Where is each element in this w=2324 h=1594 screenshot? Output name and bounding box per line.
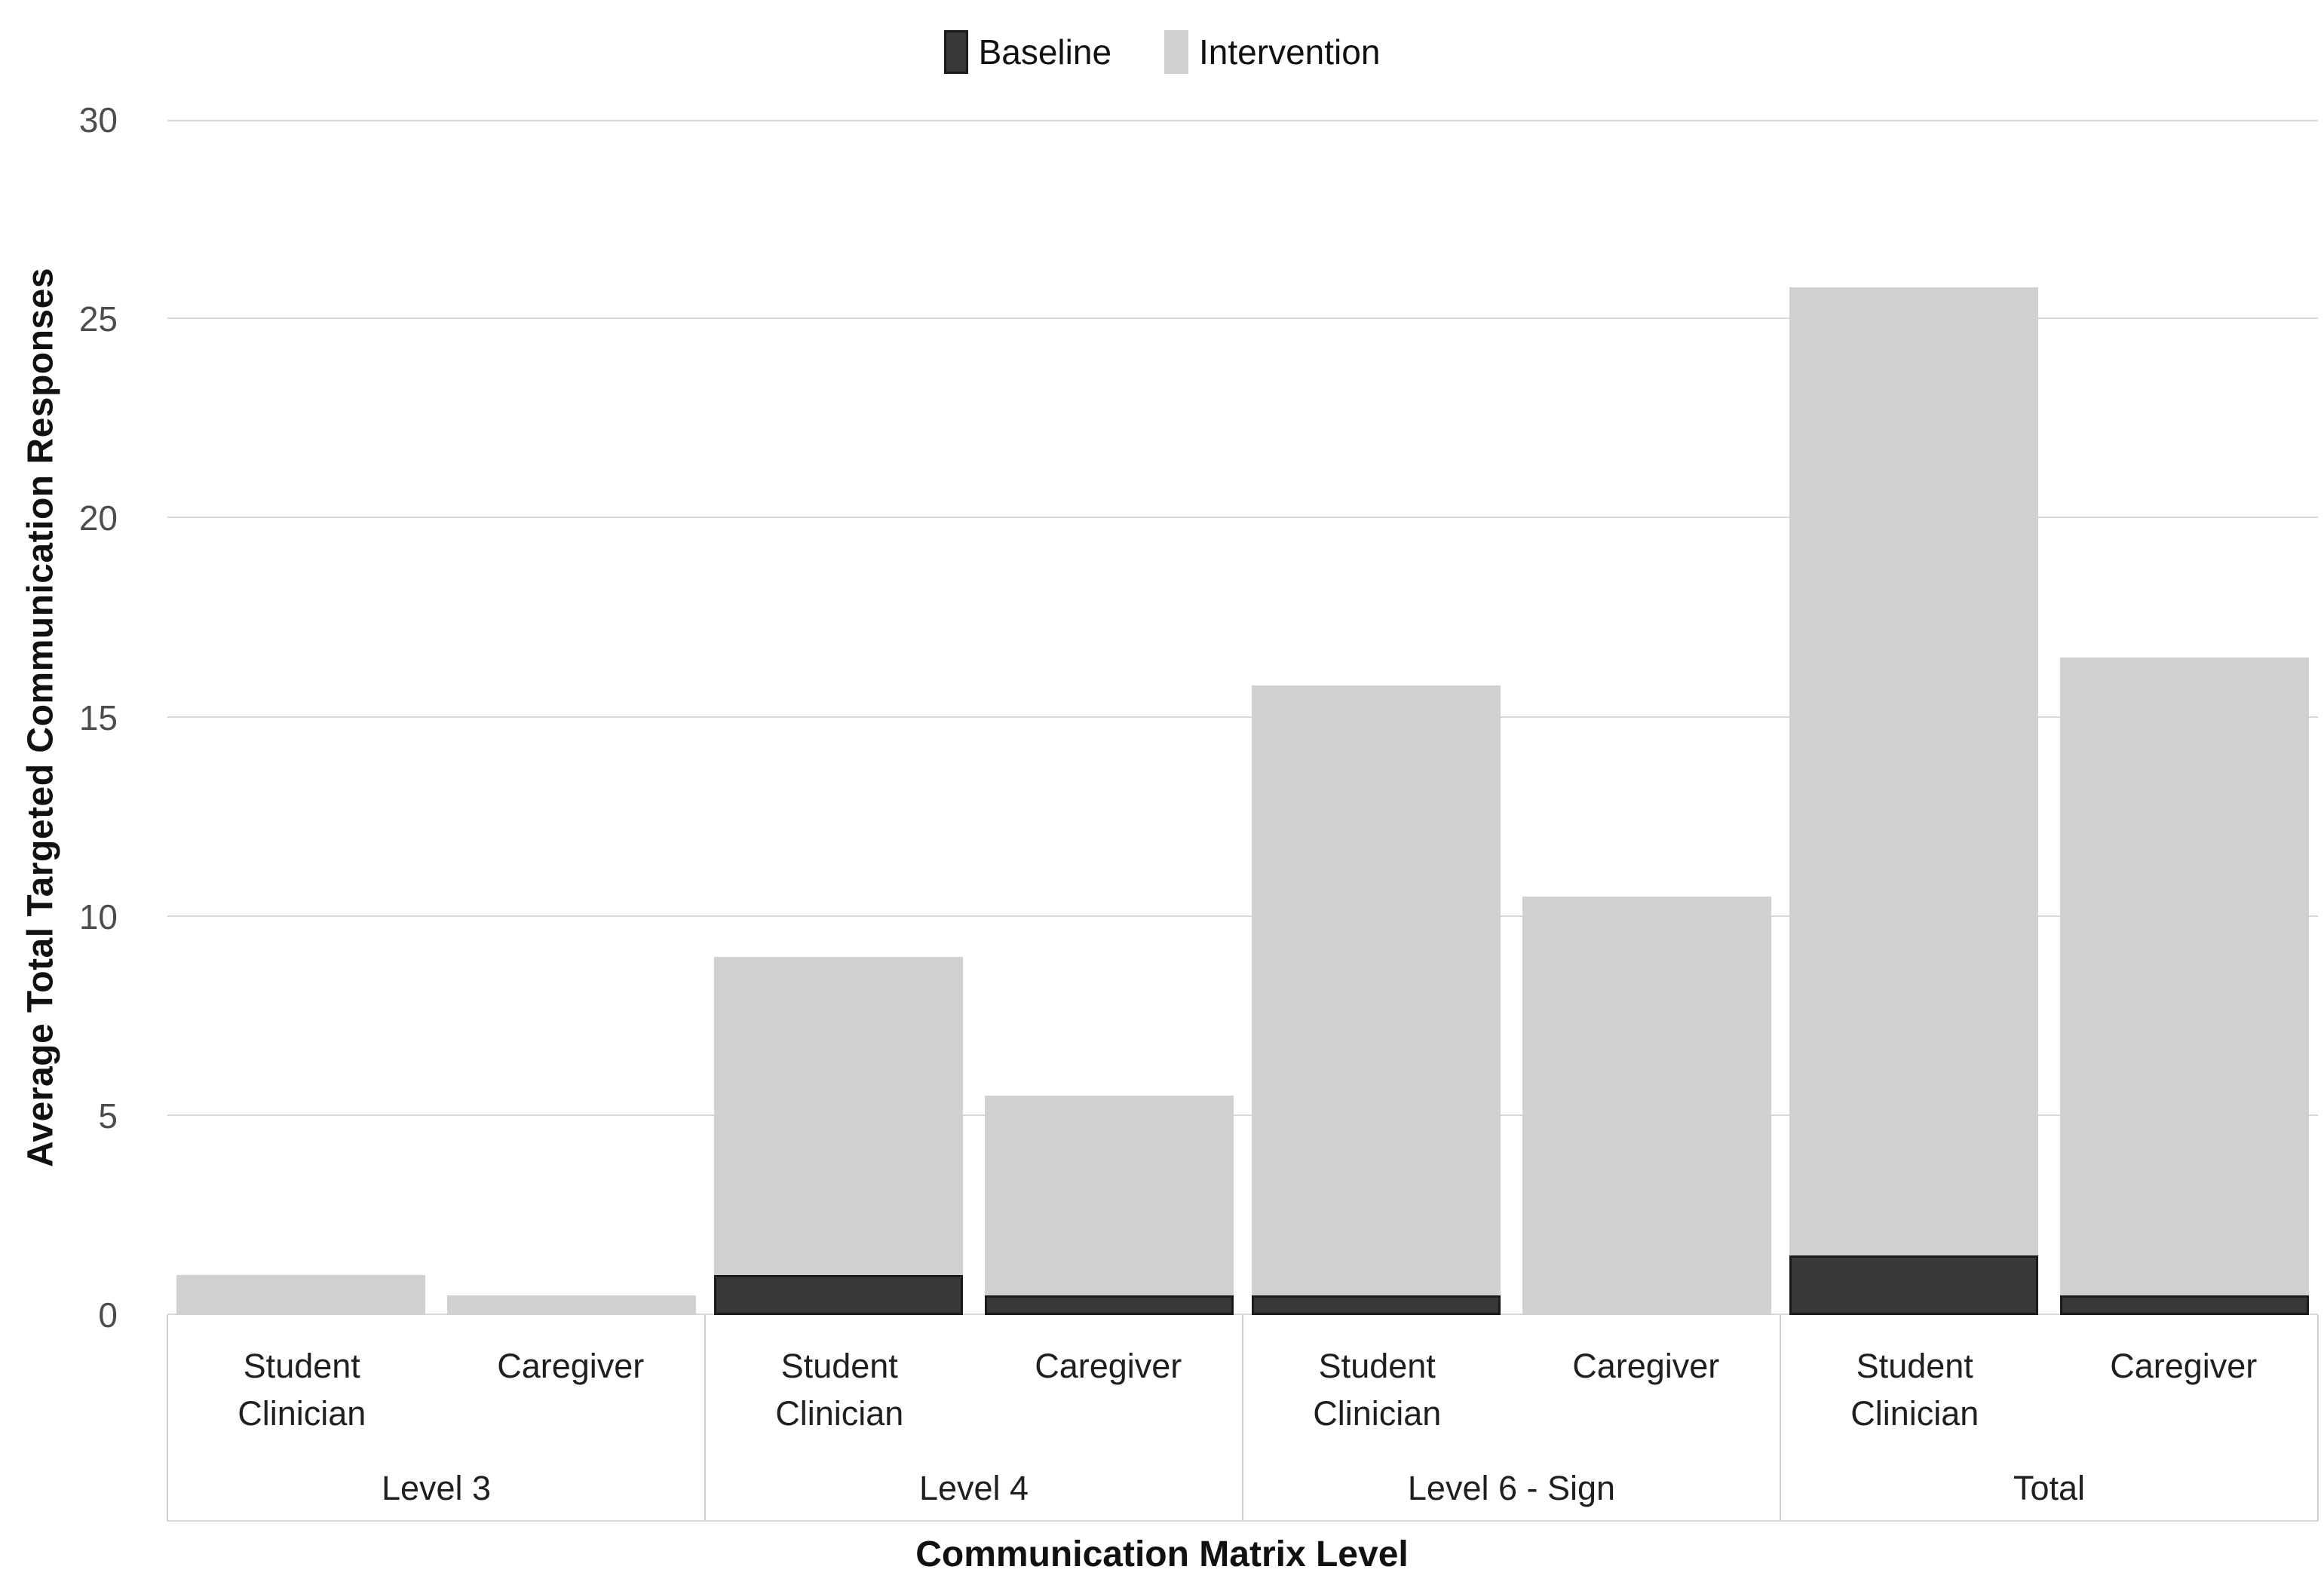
y-tick-label: 10 [78, 897, 118, 936]
intervention-swatch [1164, 30, 1189, 74]
group-label: Level 3 [381, 1469, 492, 1507]
gridline [167, 1114, 2318, 1116]
gridline [167, 317, 2318, 320]
category-divider [1242, 1315, 1243, 1522]
bar-label-text: Caregiver [2110, 1347, 2258, 1385]
category-group: Student Clinician Caregiver Level 4 [705, 1315, 1243, 1523]
legend: Baseline Intervention [0, 30, 2324, 74]
plot-area [167, 120, 2318, 1315]
bar-segment-baseline [1252, 1295, 1501, 1315]
bar-label-text: Student Clinician [775, 1347, 904, 1433]
bar-label-row: Student Clinician Caregiver [167, 1315, 705, 1455]
category-divider [704, 1315, 706, 1522]
bar-label-row: Student Clinician Caregiver [1780, 1315, 2318, 1455]
baseline-swatch [943, 30, 968, 74]
bar-label: Student Clinician [705, 1315, 974, 1455]
bar-segment-intervention [1252, 685, 1501, 1295]
group-label: Level 6 - Sign [1407, 1469, 1616, 1507]
bar-label: Student Clinician [167, 1315, 437, 1455]
category-divider [167, 1315, 168, 1522]
bar-label: Caregiver [437, 1315, 706, 1455]
bar-label: Caregiver [974, 1315, 1243, 1455]
bar-segment-intervention [447, 1295, 696, 1315]
category-divider [1780, 1315, 1781, 1522]
bar-label: Student Clinician [1243, 1315, 1512, 1455]
legend-label: Intervention [1199, 32, 1381, 72]
gridline [167, 915, 2318, 917]
gridline [167, 120, 2318, 121]
gridline [167, 517, 2318, 519]
category-divider [2317, 1315, 2319, 1522]
bar-segment-baseline [985, 1295, 1234, 1315]
group-label: Total [2013, 1469, 2086, 1507]
category-group: Student Clinician Caregiver Level 6 - Sign [1243, 1315, 1780, 1523]
bar-label-text: Caregiver [497, 1347, 645, 1385]
bar-segment-intervention [1789, 287, 2038, 1255]
bar-label: Caregiver [1512, 1315, 1781, 1455]
gridline [167, 1314, 2318, 1315]
bar-segment-intervention [1522, 897, 1771, 1315]
y-tick-label: 25 [78, 299, 118, 339]
bar-label-text: Student Clinician [1313, 1347, 1442, 1433]
y-tick-label: 0 [98, 1295, 118, 1335]
category-axis-bottom-border [167, 1520, 2318, 1522]
bar-label-text: Student Clinician [238, 1347, 366, 1433]
group-label: Level 4 [918, 1469, 1029, 1507]
category-axis: Student Clinician Caregiver Level 3 Student… [167, 1315, 2319, 1523]
bar-label: Caregiver [2050, 1315, 2319, 1455]
y-tick-label: 30 [78, 100, 118, 139]
category-group: Student Clinician Caregiver Level 3 [167, 1315, 705, 1523]
bar-label-text: Caregiver [1035, 1347, 1182, 1385]
legend-label: Baseline [978, 32, 1112, 72]
gridline [167, 716, 2318, 718]
bar-segment-baseline [714, 1275, 963, 1315]
bar-segment-baseline [1789, 1255, 2038, 1315]
bar-label: Student Clinician [1780, 1315, 2050, 1455]
y-tick-label: 15 [78, 697, 118, 737]
bar-label-text: Caregiver [1572, 1347, 1720, 1385]
bar-segment-intervention [714, 956, 963, 1276]
bar-label-text: Student Clinician [1850, 1347, 1979, 1433]
bar-segment-baseline [2060, 1295, 2309, 1315]
legend-item: Intervention [1164, 30, 1380, 74]
legend-item: Baseline [943, 30, 1112, 74]
y-tick-label: 5 [98, 1096, 118, 1136]
bar-segment-intervention [2060, 658, 2309, 1295]
category-group: Student Clinician Caregiver Total [1780, 1315, 2318, 1523]
y-tick-label: 20 [78, 498, 118, 538]
bar-label-row: Student Clinician Caregiver [1243, 1315, 1780, 1455]
x-axis-title: Communication Matrix Level [915, 1534, 1409, 1574]
bar-segment-intervention [176, 1275, 425, 1315]
bar-segment-intervention [985, 1096, 1234, 1295]
bar-label-row: Student Clinician Caregiver [705, 1315, 1243, 1455]
